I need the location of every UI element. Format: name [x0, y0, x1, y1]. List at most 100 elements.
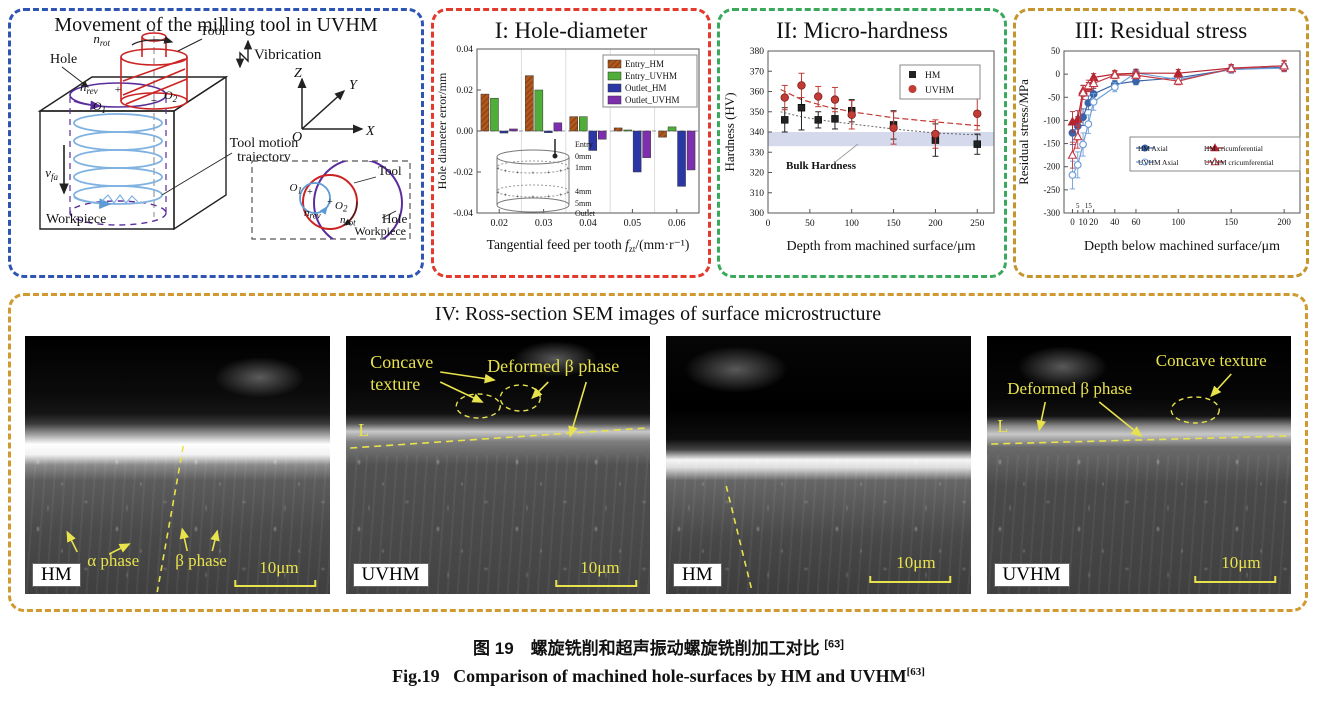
svg-text:0.02: 0.02: [456, 86, 473, 96]
inset-nrev: nrev: [304, 207, 321, 221]
scale-bar: [1193, 576, 1276, 583]
label-beta-phase: β phase: [175, 551, 227, 570]
inset-label-tool: Tool: [378, 163, 402, 178]
workpiece-cube: [37, 75, 229, 231]
milling-tool: [120, 32, 188, 110]
residual-stress-chart: Residual stress/MPa Depth below machined…: [1016, 46, 1301, 254]
svg-text:15: 15: [1085, 202, 1093, 210]
svg-text:-0.02: -0.02: [453, 168, 473, 178]
scale-bar: [554, 580, 637, 587]
label-deformed-beta: Deformed β phase: [487, 356, 619, 376]
caption-chinese: 图 19 螺旋铣削和超声振动螺旋铣削加工对比 [63]: [473, 638, 844, 658]
label-nrev: nrev: [80, 79, 98, 96]
sem2-annotations: Concave texture Deformed β phase L 10μm: [349, 352, 646, 587]
hole-diameter-chart: Hole diameter error/mm Tangential feed p…: [435, 45, 700, 254]
panelI-title: I: Hole-diameter: [494, 18, 648, 43]
svg-text:+: +: [504, 193, 508, 199]
micro-hardness-chart: Hardness (HV) Depth from machined surfac…: [722, 47, 995, 254]
sem-patch: [213, 356, 306, 398]
svg-text:4mm: 4mm: [575, 187, 592, 196]
caption-english: Fig.19 Comparison of machined hole-surfa…: [392, 666, 925, 686]
label-hole: Hole: [50, 52, 77, 67]
tool-motion-helix: [73, 113, 163, 210]
svg-text:0: 0: [766, 219, 771, 229]
sem3-annotations: 10μm: [725, 485, 952, 593]
svg-text:+: +: [115, 84, 121, 96]
label-tool: Tool: [200, 24, 226, 39]
scale-bar: [234, 580, 317, 587]
svg-text:+: +: [531, 171, 535, 177]
svg-text:+: +: [566, 190, 570, 196]
inset-nrot: nrot: [340, 214, 356, 228]
inset-o2: O2: [335, 200, 348, 214]
svg-text:300: 300: [750, 209, 765, 219]
svg-text:360: 360: [750, 88, 765, 98]
svg-text:200: 200: [1277, 217, 1291, 227]
label-nrot: nrot: [93, 31, 110, 48]
panel-hole-diameter: I: Hole-diameter Hole diameter error/mm …: [431, 8, 711, 278]
svg-text:+: +: [566, 166, 570, 172]
svg-text:Entry_HM: Entry_HM: [625, 59, 664, 69]
svg-text:-250: -250: [1044, 185, 1061, 195]
svg-text:310: 310: [750, 189, 765, 199]
svg-text:0: 0: [1070, 217, 1075, 227]
svg-text:330: 330: [750, 148, 765, 158]
label-o1: O1: [93, 99, 106, 115]
svg-text:-150: -150: [1044, 139, 1061, 149]
svg-text:+: +: [516, 194, 520, 200]
svg-text:0.03: 0.03: [535, 218, 553, 229]
svg-text:+: +: [307, 187, 313, 198]
label-concave-line1: Concave: [370, 352, 433, 372]
panel-residual-stress: III: Residual stress Residual stress/MPa…: [1013, 8, 1309, 278]
label-concave-line2: texture: [370, 374, 420, 394]
chart3-ylabel: Residual stress/MPa: [1016, 79, 1031, 185]
svg-text:340: 340: [750, 128, 765, 138]
sem3-tag: HM: [673, 563, 722, 587]
svg-text:+: +: [496, 190, 500, 196]
hole-ellipse: [69, 82, 167, 108]
svg-text:60: 60: [1131, 217, 1141, 227]
svg-text:+: +: [151, 95, 157, 107]
svg-text:0.06: 0.06: [668, 218, 686, 229]
axis-z: Z: [294, 66, 302, 81]
svg-text:350: 350: [750, 108, 765, 118]
sem2-tag: UVHM: [352, 563, 429, 587]
svg-text:+: +: [531, 195, 535, 201]
svg-text:-300: -300: [1044, 208, 1061, 218]
svg-text:+: +: [547, 170, 551, 176]
sem1-tag: HM: [32, 563, 81, 587]
svg-text:5mm: 5mm: [575, 199, 592, 208]
svg-text:-0.04: -0.04: [453, 209, 473, 219]
svg-text:5: 5: [1076, 202, 1080, 210]
svg-text:HM cricumferential: HM cricumferential: [1204, 144, 1263, 153]
svg-text:UVHM: UVHM: [925, 86, 955, 96]
svg-text:380: 380: [750, 47, 765, 57]
svg-text:320: 320: [750, 169, 765, 179]
sem-image-hm-2: 10μm HM: [666, 336, 971, 594]
svg-text:1mm: 1mm: [575, 163, 592, 172]
vibration-icon: [235, 39, 253, 69]
sem-patch: [1016, 346, 1109, 388]
sem-patch: [512, 341, 599, 378]
trajectory-inset: + + O1 O2 nrev nrot Tool Hole Workpiece: [251, 160, 411, 240]
svg-text:50: 50: [1051, 46, 1061, 56]
svg-text:50: 50: [805, 219, 815, 229]
label-concave-texture: Concave texture: [1155, 351, 1266, 370]
sem-image-uvhm-2: Deformed β phase Concave texture L 10μm …: [986, 336, 1291, 594]
panel-micro-hardness: II: Micro-hardness Hardness (HV) Depth f…: [717, 8, 1007, 278]
svg-text:-200: -200: [1044, 162, 1061, 172]
axis-y: Y: [349, 78, 359, 93]
svg-text:Entry: Entry: [575, 140, 593, 149]
label-o2: O2: [164, 88, 178, 104]
chart1-xlabel: Tangential feed per tooth fzt/(mm·r⁻¹): [487, 237, 690, 254]
inset-o1: O1: [290, 182, 302, 196]
scale-text: 10μm: [896, 553, 935, 572]
sem-image-uvhm-1: Concave texture Deformed β phase L 10μm …: [345, 336, 650, 594]
panelA-title: Movement of the milling tool in UVHM: [54, 14, 378, 36]
svg-text:0.02: 0.02: [490, 218, 508, 229]
svg-text:+: +: [547, 194, 551, 200]
svg-text:0mm: 0mm: [575, 152, 592, 161]
svg-text:+: +: [516, 170, 520, 176]
axis-o: O: [292, 130, 302, 145]
